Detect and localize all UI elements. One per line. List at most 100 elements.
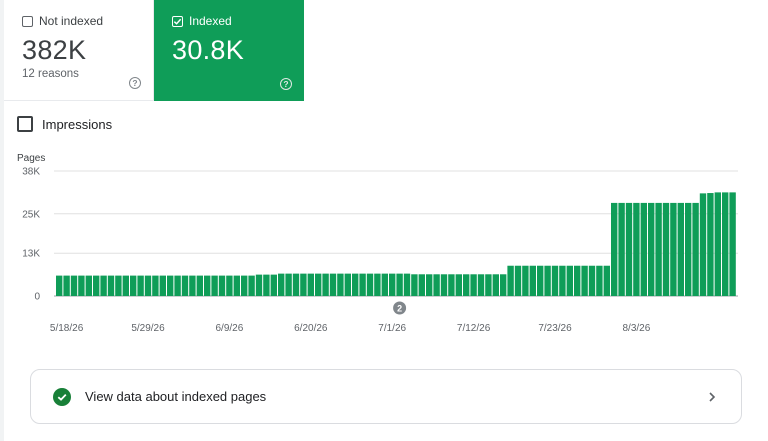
chart-bar[interactable] bbox=[196, 275, 203, 296]
chart-bar[interactable] bbox=[241, 275, 248, 296]
chart-bar[interactable] bbox=[411, 274, 418, 296]
chart-bar[interactable] bbox=[529, 265, 536, 296]
chart-bar[interactable] bbox=[263, 274, 270, 296]
help-icon[interactable]: ? bbox=[280, 78, 292, 90]
chart-bar[interactable] bbox=[211, 275, 218, 296]
chart-bar[interactable] bbox=[285, 273, 292, 296]
chart-bar[interactable] bbox=[514, 265, 522, 296]
chart-bar[interactable] bbox=[344, 273, 351, 296]
chart-bar[interactable] bbox=[137, 275, 144, 296]
chart-bar[interactable] bbox=[611, 202, 618, 296]
chart-bar[interactable] bbox=[248, 275, 255, 296]
chart-bar[interactable] bbox=[78, 275, 85, 296]
chart-bar[interactable] bbox=[403, 273, 411, 296]
chart-bar[interactable] bbox=[337, 273, 344, 296]
chart-bar[interactable] bbox=[292, 273, 300, 296]
chart-bar[interactable] bbox=[130, 275, 137, 296]
chart-bar[interactable] bbox=[396, 273, 403, 296]
chart-bar[interactable] bbox=[418, 274, 425, 296]
chart-bar[interactable] bbox=[603, 265, 610, 296]
chart-bar[interactable] bbox=[633, 202, 640, 296]
chart-bar[interactable] bbox=[433, 274, 440, 296]
chart-bar[interactable] bbox=[618, 202, 625, 296]
chart-bar[interactable] bbox=[322, 273, 329, 296]
chart-bar[interactable] bbox=[181, 275, 189, 296]
chart-bars[interactable] bbox=[56, 192, 736, 296]
chart-bar[interactable] bbox=[426, 274, 433, 296]
chart-bar[interactable] bbox=[470, 274, 477, 296]
chart-bar[interactable] bbox=[307, 273, 314, 296]
chart-bar[interactable] bbox=[448, 274, 455, 296]
chart-bar[interactable] bbox=[204, 275, 211, 296]
chart-bar[interactable] bbox=[492, 274, 499, 296]
chart-bar[interactable] bbox=[300, 273, 307, 296]
annotation-marker[interactable] bbox=[393, 301, 407, 315]
chart-bar[interactable] bbox=[581, 265, 588, 296]
chart-bar[interactable] bbox=[122, 275, 129, 296]
chart-bar[interactable] bbox=[167, 275, 174, 296]
chart-bar[interactable] bbox=[677, 202, 684, 296]
indexed-card[interactable]: Indexed 30.8K ? bbox=[154, 0, 304, 101]
chart-bar[interactable] bbox=[625, 202, 633, 296]
chart-bar[interactable] bbox=[70, 275, 78, 296]
chart-bar[interactable] bbox=[574, 265, 581, 296]
chart-bar[interactable] bbox=[544, 265, 551, 296]
checkbox-checked-icon[interactable] bbox=[172, 15, 183, 27]
chart-bar[interactable] bbox=[670, 202, 677, 296]
chart-bar[interactable] bbox=[500, 274, 507, 296]
chart-bar[interactable] bbox=[352, 273, 359, 296]
chart-bar[interactable] bbox=[559, 265, 566, 296]
chart-bar[interactable] bbox=[85, 275, 92, 296]
chart-bar[interactable] bbox=[551, 265, 559, 296]
chart-bar[interactable] bbox=[374, 273, 381, 296]
view-indexed-data-link[interactable]: View data about indexed pages bbox=[30, 369, 742, 424]
chart-bar[interactable] bbox=[189, 275, 196, 296]
chart-bar[interactable] bbox=[63, 275, 70, 296]
chart-bar[interactable] bbox=[255, 274, 263, 296]
impressions-toggle[interactable]: Impressions bbox=[17, 116, 112, 132]
chart-bar[interactable] bbox=[537, 265, 544, 296]
chart-bar[interactable] bbox=[507, 265, 514, 296]
chart-bar[interactable] bbox=[485, 274, 492, 296]
chart-bar[interactable] bbox=[522, 265, 529, 296]
help-icon[interactable]: ? bbox=[129, 77, 141, 89]
chart-bar[interactable] bbox=[278, 273, 285, 296]
chart-bar[interactable] bbox=[218, 275, 226, 296]
chart-bar[interactable] bbox=[729, 192, 736, 296]
chart-bar[interactable] bbox=[115, 275, 122, 296]
chart-bar[interactable] bbox=[722, 192, 729, 296]
chart-bar[interactable] bbox=[566, 265, 573, 296]
chart-bar[interactable] bbox=[662, 202, 670, 296]
chart-bar[interactable] bbox=[596, 265, 603, 296]
chart-bar[interactable] bbox=[233, 275, 240, 296]
chart-bar[interactable] bbox=[463, 274, 470, 296]
chart-bar[interactable] bbox=[270, 274, 277, 296]
chart-bar[interactable] bbox=[655, 202, 662, 296]
chart-bar[interactable] bbox=[366, 273, 374, 296]
chart-bar[interactable] bbox=[159, 275, 166, 296]
chart-bar[interactable] bbox=[588, 265, 596, 296]
chart-bar[interactable] bbox=[440, 274, 448, 296]
chart-bar[interactable] bbox=[144, 275, 152, 296]
chart-bar[interactable] bbox=[152, 275, 159, 296]
chart-annotation[interactable]: 2 bbox=[393, 301, 407, 315]
checkbox-unchecked-icon[interactable] bbox=[22, 15, 33, 27]
chart-bar[interactable] bbox=[707, 193, 714, 296]
chart-bar[interactable] bbox=[315, 273, 322, 296]
not-indexed-card[interactable]: Not indexed 382K 12 reasons ? bbox=[4, 0, 154, 101]
chart-bar[interactable] bbox=[685, 202, 692, 296]
chart-bar[interactable] bbox=[692, 202, 699, 296]
chart-bar[interactable] bbox=[381, 273, 388, 296]
chart-bar[interactable] bbox=[648, 202, 655, 296]
chart-bar[interactable] bbox=[477, 274, 485, 296]
chart-bar[interactable] bbox=[455, 274, 462, 296]
chart-bar[interactable] bbox=[640, 202, 647, 296]
checkbox-unchecked-icon[interactable] bbox=[17, 116, 33, 132]
chart-bar[interactable] bbox=[226, 275, 233, 296]
chart-bar[interactable] bbox=[699, 193, 707, 296]
chart-bar[interactable] bbox=[359, 273, 366, 296]
chart-bar[interactable] bbox=[93, 275, 100, 296]
chart-bar[interactable] bbox=[100, 275, 107, 296]
chart-bar[interactable] bbox=[107, 275, 115, 296]
chart-bar[interactable] bbox=[714, 192, 721, 296]
